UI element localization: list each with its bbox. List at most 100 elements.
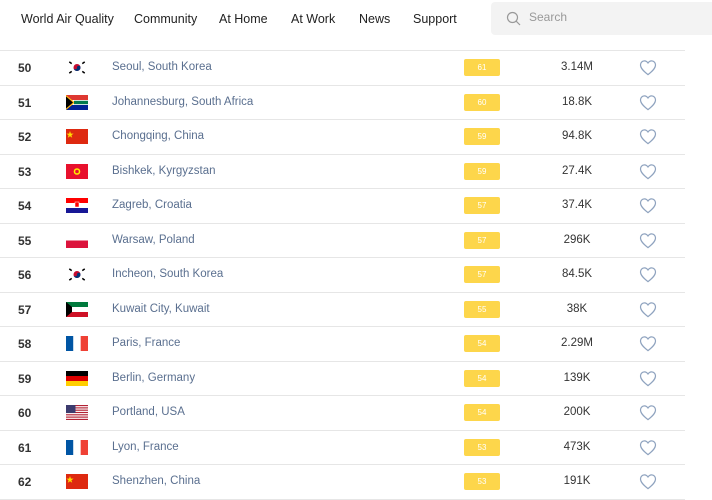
flag-poland-icon bbox=[66, 232, 88, 248]
table-row: 56 Incheon, South Korea 57 84.5K bbox=[0, 258, 685, 293]
top-nav: World Air Quality Community At Home At W… bbox=[0, 0, 712, 40]
rank: 51 bbox=[18, 95, 32, 110]
rank: 59 bbox=[18, 371, 32, 386]
search-input[interactable] bbox=[527, 9, 681, 25]
followers-count: 84.5K bbox=[561, 268, 593, 280]
city-link[interactable]: Bishkek, Kyrgyzstan bbox=[112, 164, 216, 177]
aqi-badge: 54 bbox=[464, 369, 500, 387]
followers-count: 2.29M bbox=[561, 337, 593, 349]
rank: 61 bbox=[18, 440, 32, 455]
aqi-badge: 57 bbox=[464, 231, 500, 249]
nav-at-home[interactable]: At Home bbox=[219, 12, 268, 26]
aqi-badge: 54 bbox=[464, 335, 500, 352]
aqi-badge: 59 bbox=[464, 162, 500, 180]
heart-icon[interactable] bbox=[639, 404, 657, 421]
aqi-badge: 53 bbox=[464, 473, 500, 490]
flag-croatia-icon bbox=[66, 198, 88, 213]
table-row: 54 Zagreb, Croatia 57 37.4K bbox=[0, 189, 685, 224]
flag-south-korea-icon bbox=[66, 267, 88, 282]
city-link[interactable]: Shenzhen, China bbox=[112, 475, 201, 487]
followers-count: 191K bbox=[563, 475, 591, 487]
heart-icon[interactable] bbox=[639, 266, 657, 283]
followers-count: 139K bbox=[563, 371, 591, 384]
rank: 58 bbox=[18, 337, 32, 351]
aqi-badge: 57 bbox=[464, 197, 500, 214]
heart-icon[interactable] bbox=[639, 128, 657, 145]
city-link[interactable]: Seoul, South Korea bbox=[112, 61, 212, 73]
followers-count: 37.4K bbox=[561, 199, 593, 211]
heart-icon[interactable] bbox=[639, 197, 657, 214]
flag-france-icon bbox=[66, 439, 88, 455]
heart-icon[interactable] bbox=[639, 335, 657, 352]
table-row: 58 Paris, France 54 2.29M bbox=[0, 327, 685, 362]
followers-count: 3.14M bbox=[561, 61, 593, 73]
table-row: 59 Berlin, Germany 54 139K bbox=[0, 362, 685, 396]
table-row: 57 Kuwait City, Kuwait 55 38K bbox=[0, 293, 685, 327]
city-link[interactable]: Johannesburg, South Africa bbox=[112, 95, 254, 108]
city-link[interactable]: Paris, France bbox=[112, 337, 181, 349]
flag-germany-icon bbox=[66, 370, 88, 386]
aqi-badge: 53 bbox=[464, 438, 500, 456]
rank: 52 bbox=[18, 130, 32, 144]
table-row: 53 Bishkek, Kyrgyzstan 59 27.4K bbox=[0, 155, 685, 189]
city-link[interactable]: Chongqing, China bbox=[112, 130, 205, 142]
rank: 50 bbox=[18, 61, 32, 75]
rank: 53 bbox=[18, 164, 32, 179]
rank: 54 bbox=[18, 199, 32, 213]
heart-icon[interactable] bbox=[639, 370, 657, 387]
rank: 62 bbox=[18, 475, 32, 489]
flag-south-africa-icon bbox=[66, 94, 88, 110]
flag-kyrgyzstan-icon bbox=[66, 163, 88, 179]
city-link[interactable]: Berlin, Germany bbox=[112, 371, 196, 384]
city-link[interactable]: Kuwait City, Kuwait bbox=[112, 302, 210, 315]
table-row: 62 Shenzhen, China 53 191K bbox=[0, 465, 685, 500]
heart-icon[interactable] bbox=[639, 301, 657, 318]
heart-icon[interactable] bbox=[639, 232, 657, 249]
aqi-badge: 61 bbox=[464, 59, 500, 76]
aqi-badge: 60 bbox=[464, 93, 500, 111]
nav-community[interactable]: Community bbox=[134, 12, 198, 26]
heart-icon[interactable] bbox=[639, 473, 657, 490]
followers-count: 473K bbox=[563, 440, 591, 453]
heart-icon[interactable] bbox=[639, 439, 657, 456]
city-link[interactable]: Incheon, South Korea bbox=[112, 268, 224, 280]
heart-icon[interactable] bbox=[639, 59, 657, 76]
search-icon bbox=[506, 11, 521, 26]
rank: 57 bbox=[18, 302, 32, 317]
table-row: 55 Warsaw, Poland 57 296K bbox=[0, 224, 685, 258]
aqi-badge: 57 bbox=[464, 266, 500, 283]
aqi-badge: 54 bbox=[464, 404, 500, 421]
rank: 60 bbox=[18, 406, 32, 420]
heart-icon[interactable] bbox=[639, 94, 657, 111]
flag-south-korea-icon bbox=[66, 60, 88, 75]
table-row: 50 Seoul, South Korea 61 3.14M bbox=[0, 51, 685, 86]
city-link[interactable]: Lyon, France bbox=[112, 440, 179, 453]
search-box bbox=[491, 2, 712, 35]
flag-france-icon bbox=[66, 336, 88, 351]
table-row: 60 Portland, USA 54 200K bbox=[0, 396, 685, 431]
table-row: 52 Chongqing, China 59 94.8K bbox=[0, 120, 685, 155]
city-link[interactable]: Zagreb, Croatia bbox=[112, 199, 192, 211]
nav-news[interactable]: News bbox=[359, 12, 391, 26]
table-row: 51 Johannesburg, South Africa 60 18.8K bbox=[0, 86, 685, 120]
rank: 56 bbox=[18, 268, 32, 282]
city-link[interactable]: Portland, USA bbox=[112, 406, 185, 418]
flag-china-icon bbox=[66, 474, 88, 489]
followers-count: 200K bbox=[563, 406, 591, 418]
city-link[interactable]: Warsaw, Poland bbox=[112, 233, 195, 246]
city-ranking-table: 50 Seoul, South Korea 61 3.14M 51 Johann… bbox=[0, 50, 685, 500]
table-row: 61 Lyon, France 53 473K bbox=[0, 431, 685, 465]
followers-count: 38K bbox=[566, 302, 588, 315]
nav-at-work[interactable]: At Work bbox=[291, 12, 336, 26]
flag-usa-icon bbox=[66, 405, 88, 420]
heart-icon[interactable] bbox=[639, 163, 657, 180]
aqi-badge: 55 bbox=[464, 300, 500, 318]
flag-china-icon bbox=[66, 129, 88, 144]
flag-kuwait-icon bbox=[66, 301, 88, 317]
nav-support[interactable]: Support bbox=[413, 12, 457, 26]
followers-count: 296K bbox=[563, 233, 591, 246]
followers-count: 18.8K bbox=[561, 95, 593, 108]
followers-count: 94.8K bbox=[561, 130, 593, 142]
nav-world-air-quality[interactable]: World Air Quality bbox=[21, 12, 114, 26]
followers-count: 27.4K bbox=[561, 164, 593, 177]
